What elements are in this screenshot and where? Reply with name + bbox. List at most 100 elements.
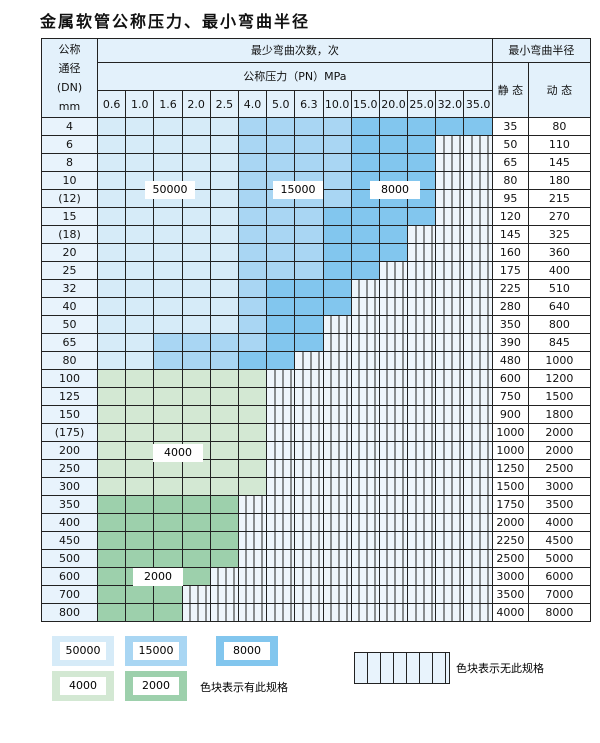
spec-unavailable-cell xyxy=(463,351,493,370)
spec-unavailable-cell xyxy=(407,423,437,442)
spec-unavailable-cell xyxy=(294,441,324,460)
spec-unavailable-cell xyxy=(435,441,465,460)
spec-available-cell xyxy=(237,387,268,406)
spec-unavailable-cell xyxy=(463,369,493,388)
spec-unavailable-cell xyxy=(322,423,352,442)
table-row: 40 280 640 xyxy=(40,297,592,316)
spec-available-cell xyxy=(209,297,239,316)
dn-cell: (18) xyxy=(40,225,99,244)
dn-cell: 100 xyxy=(40,369,99,388)
spec-available-cell xyxy=(97,495,127,514)
spec-available-cell xyxy=(125,549,155,568)
spec-unavailable-cell xyxy=(407,567,437,586)
spec-available-cell xyxy=(294,333,324,352)
spec-available-cell xyxy=(153,261,183,280)
spec-available-cell xyxy=(153,459,183,478)
spec-unavailable-cell xyxy=(435,513,465,532)
static-radius-cell: 3500 xyxy=(491,585,529,604)
legend-label: 15000 xyxy=(133,642,179,660)
spec-available-cell xyxy=(209,423,239,442)
spec-unavailable-cell xyxy=(407,261,437,280)
spec-unavailable-cell xyxy=(435,477,465,496)
static-radius-cell: 95 xyxy=(491,189,529,208)
spec-available-cell xyxy=(97,567,127,586)
dn-cell: 150 xyxy=(40,405,99,424)
spec-available-cell xyxy=(209,207,239,226)
spec-unavailable-cell xyxy=(435,279,465,298)
spec-available-cell xyxy=(125,225,155,244)
spec-available-cell xyxy=(322,261,352,280)
spec-unavailable-cell xyxy=(407,369,437,388)
table-row: 150 900 1800 xyxy=(40,405,592,424)
spec-available-cell xyxy=(237,171,268,190)
table-row: 600 3000 6000 xyxy=(40,567,592,586)
spec-available-cell xyxy=(209,117,239,136)
spec-unavailable-cell xyxy=(407,549,437,568)
spec-available-cell xyxy=(237,477,268,496)
spec-available-cell xyxy=(350,207,380,226)
spec-available-cell xyxy=(97,387,127,406)
spec-available-cell xyxy=(181,495,211,514)
spec-available-cell xyxy=(322,135,352,154)
spec-unavailable-cell xyxy=(294,549,324,568)
static-radius-cell: 750 xyxy=(491,387,529,406)
static-radius-cell: 1750 xyxy=(491,495,529,514)
dn-cell: 65 xyxy=(40,333,99,352)
spec-table: 公称 通径 (DN) mm 最少弯曲次数，次 最小弯曲半径 公称压力（PN）MP… xyxy=(40,38,592,622)
spec-unavailable-cell xyxy=(435,153,465,172)
spec-available-cell xyxy=(153,387,183,406)
spec-available-cell xyxy=(125,135,155,154)
dynamic-radius-cell: 845 xyxy=(527,333,592,352)
dynamic-radius-cell: 800 xyxy=(527,315,592,334)
spec-unavailable-cell xyxy=(378,441,409,460)
spec-unavailable-cell xyxy=(350,351,380,370)
spec-available-cell xyxy=(209,387,239,406)
spec-available-cell xyxy=(209,171,239,190)
spec-unavailable-cell xyxy=(378,297,409,316)
spec-unavailable-cell xyxy=(378,477,409,496)
dynamic-radius-cell: 2000 xyxy=(527,423,592,442)
spec-available-cell xyxy=(97,585,127,604)
pressure-header: 公称压力（PN）MPa xyxy=(97,62,493,91)
spec-unavailable-cell xyxy=(294,495,324,514)
spec-unavailable-cell xyxy=(322,333,352,352)
spec-unavailable-cell xyxy=(378,369,409,388)
dn-cell: 15 xyxy=(40,207,99,226)
spec-unavailable-cell xyxy=(350,387,380,406)
spec-unavailable-cell xyxy=(378,279,409,298)
spec-unavailable-cell xyxy=(378,351,409,370)
spec-available-cell xyxy=(153,153,183,172)
spec-available-cell xyxy=(237,333,268,352)
spec-unavailable-cell xyxy=(407,243,437,262)
dynamic-radius-cell: 180 xyxy=(527,171,592,190)
pressure-col-header: 5.0 xyxy=(266,90,296,118)
dn-cell: 20 xyxy=(40,243,99,262)
spec-unavailable-cell xyxy=(435,369,465,388)
spec-available-cell xyxy=(97,153,127,172)
dynamic-radius-cell: 1500 xyxy=(527,387,592,406)
table-row: (18) 145 325 xyxy=(40,225,592,244)
spec-available-cell xyxy=(125,207,155,226)
dn-cell: (175) xyxy=(40,423,99,442)
spec-available-cell xyxy=(209,315,239,334)
spec-unavailable-cell xyxy=(237,585,268,604)
spec-unavailable-cell xyxy=(463,603,493,622)
spec-available-cell xyxy=(97,117,127,136)
dynamic-radius-cell: 110 xyxy=(527,135,592,154)
legend-50000: 50000 xyxy=(52,636,114,666)
spec-unavailable-cell xyxy=(407,531,437,550)
dn-cell: 6 xyxy=(40,135,99,154)
dn-cell: 600 xyxy=(40,567,99,586)
spec-available-cell xyxy=(181,207,211,226)
spec-available-cell xyxy=(266,261,296,280)
spec-unavailable-cell xyxy=(435,189,465,208)
spec-available-cell xyxy=(181,153,211,172)
legend-label: 2000 xyxy=(133,677,179,695)
spec-available-cell xyxy=(266,351,296,370)
dn-cell: 80 xyxy=(40,351,99,370)
spec-available-cell xyxy=(209,261,239,280)
spec-unavailable-cell xyxy=(266,369,296,388)
spec-available-cell xyxy=(153,405,183,424)
spec-available-cell xyxy=(181,405,211,424)
dn-cell: 300 xyxy=(40,477,99,496)
